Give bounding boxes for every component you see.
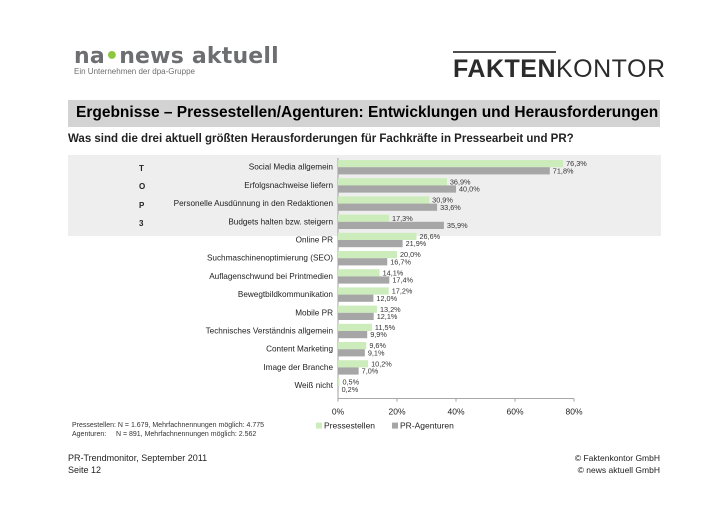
data-label: 17,3% xyxy=(392,214,413,223)
data-label: 0,5% xyxy=(342,378,359,387)
data-label: 14,1% xyxy=(383,268,404,277)
legend-swatch xyxy=(392,422,398,429)
category-label: Erfolgsnachweise liefern xyxy=(244,181,333,190)
footer-right: © Faktenkontor GmbH © news aktuell GmbH xyxy=(540,452,660,476)
bar-pressestellen xyxy=(338,251,397,259)
data-label: 30,9% xyxy=(432,196,453,205)
bar-pressestellen xyxy=(338,196,430,204)
bar-pressestellen xyxy=(338,378,340,386)
x-tick-label: 40% xyxy=(447,407,464,417)
data-label: 71,8% xyxy=(553,166,574,175)
top3-letter-o: O xyxy=(139,182,146,191)
bar-pr-agenturen xyxy=(338,349,365,357)
data-label: 0,2% xyxy=(342,385,359,394)
category-label: Suchmaschinenoptimierung (SEO) xyxy=(207,254,333,263)
bar-pressestellen xyxy=(338,160,564,168)
top3-letter-3: 3 xyxy=(139,219,144,228)
category-label: Image der Branche xyxy=(263,363,333,372)
legend-swatch xyxy=(316,422,322,429)
category-label: Online PR xyxy=(296,236,333,245)
data-label: 13,2% xyxy=(380,305,401,314)
faktenkontor-logo: FAKTENKONTOR xyxy=(453,51,666,83)
data-label: 10,2% xyxy=(371,359,392,368)
data-label: 76,3% xyxy=(566,159,587,168)
data-label: 12,0% xyxy=(376,294,397,303)
bar-pressestellen xyxy=(338,214,390,222)
data-label: 26,6% xyxy=(419,232,440,241)
footer-left: PR-Trendmonitor, September 2011 Seite 12 xyxy=(68,452,207,476)
legend-label: Pressestellen xyxy=(324,421,375,431)
bar-pressestellen xyxy=(338,232,417,240)
bar-pr-agenturen xyxy=(338,367,359,375)
data-label: 20,0% xyxy=(400,250,421,259)
survey-question: Was sind die drei aktuell größten Heraus… xyxy=(68,133,574,145)
legend-label: PR-Agenturen xyxy=(400,421,454,431)
news-aktuell-logo: na•news aktuell Ein Unternehmen der dpa-… xyxy=(74,44,279,76)
category-label: Content Marketing xyxy=(266,345,333,354)
footer-source: PR-Trendmonitor, September 2011 xyxy=(68,453,208,463)
top3-letter-p: P xyxy=(139,201,145,210)
category-label: Personelle Ausdünnung in den Redaktionen xyxy=(174,199,334,208)
news-aktuell-subtitle: Ein Unternehmen der dpa-Gruppe xyxy=(74,67,195,76)
bar-pr-agenturen xyxy=(338,185,456,193)
category-label: Mobile PR xyxy=(295,308,333,317)
bar-pr-agenturen xyxy=(338,294,374,302)
footnote-line-1: Pressestellen: N = 1.679, Mehrfachnennun… xyxy=(72,422,265,429)
data-label: 40,0% xyxy=(459,185,480,194)
bar-pressestellen xyxy=(338,342,367,350)
bar-pr-agenturen xyxy=(338,240,403,248)
sample-footnote: Pressestellen: N = 1.679, Mehrfachnennun… xyxy=(72,421,264,439)
category-label: Auflagenschwund bei Printmedien xyxy=(209,272,333,281)
data-label: 16,7% xyxy=(390,257,411,266)
footer-copyright-2: © news aktuell GmbH xyxy=(577,465,660,475)
category-label: Social Media allgemein xyxy=(249,163,334,172)
data-label: 7,0% xyxy=(362,367,379,376)
data-label: 35,9% xyxy=(447,221,468,230)
slide-title: Ergebnisse – Pressestellen/Agenturen: En… xyxy=(76,104,659,121)
bar-pr-agenturen xyxy=(338,167,550,175)
bar-pressestellen xyxy=(338,305,377,313)
x-tick-label: 20% xyxy=(388,407,405,417)
data-label: 9,6% xyxy=(369,341,386,350)
bar-pr-agenturen xyxy=(338,258,388,266)
bar-pressestellen xyxy=(338,323,372,331)
data-label: 36,9% xyxy=(450,177,471,186)
category-label: Bewegtbildkommunikation xyxy=(238,290,334,299)
top3-letter-t: T xyxy=(139,164,144,173)
category-label: Technisches Verständnis allgemein xyxy=(206,327,334,336)
bar-pressestellen xyxy=(338,269,380,277)
news-aktuell-brand: na•news aktuell xyxy=(74,44,279,69)
bar-pressestellen xyxy=(338,360,369,368)
bar-pressestellen xyxy=(338,178,447,186)
bar-pr-agenturen xyxy=(338,276,390,284)
bar-pr-agenturen xyxy=(338,312,374,320)
bar-pr-agenturen xyxy=(338,331,368,339)
data-label: 21,9% xyxy=(406,239,427,248)
footer-copyright-1: © Faktenkontor GmbH xyxy=(574,453,660,463)
data-label: 11,5% xyxy=(375,323,396,332)
data-label: 33,6% xyxy=(440,203,461,212)
footnote-line-2: Agenturen: N = 891, Mehrfachnennungen mö… xyxy=(72,431,257,438)
bar-pr-agenturen xyxy=(338,221,444,229)
x-tick-label: 60% xyxy=(506,407,523,417)
title-bar xyxy=(68,100,660,127)
category-label: Budgets halten bzw. steigern xyxy=(228,217,333,226)
bar-pr-agenturen xyxy=(338,385,339,393)
data-label: 9,9% xyxy=(370,330,387,339)
x-tick-label: 80% xyxy=(565,407,582,417)
bar-pr-agenturen xyxy=(338,203,438,211)
x-tick-label: 0% xyxy=(332,407,345,417)
data-label: 12,1% xyxy=(377,312,398,321)
data-label: 17,4% xyxy=(392,276,413,285)
data-label: 9,1% xyxy=(368,348,385,357)
bar-pressestellen xyxy=(338,287,389,295)
footer-page-number: Seite 12 xyxy=(68,465,102,475)
category-label: Weiß nicht xyxy=(294,381,333,390)
data-label: 17,2% xyxy=(392,287,413,296)
